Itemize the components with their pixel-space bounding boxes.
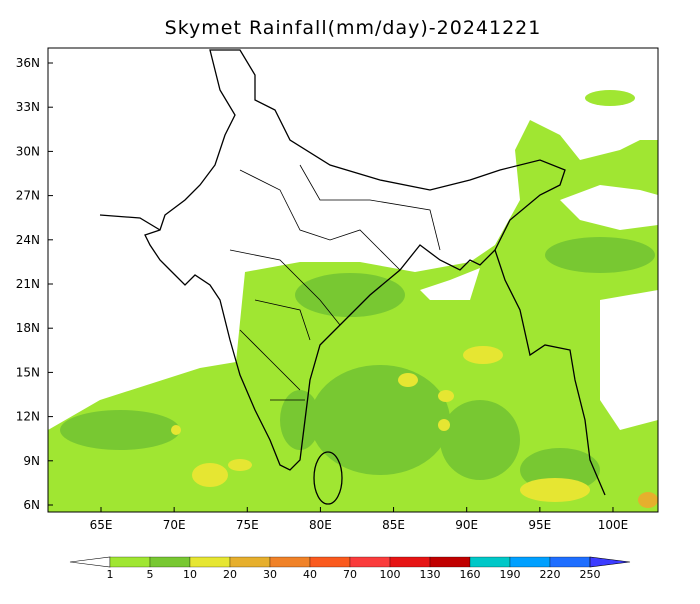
colorbar-box — [109, 556, 151, 568]
colorbar-box — [349, 556, 391, 568]
map-frame — [47, 47, 659, 513]
colorbar-box — [429, 556, 471, 568]
colorbar-label: 1 — [107, 568, 114, 581]
lon-tick-label: 90E — [455, 518, 478, 532]
lat-tick-label: 9N — [23, 454, 40, 468]
colorbar-under — [69, 556, 111, 568]
colorbar-label: 10 — [183, 568, 197, 581]
colorbar-box — [469, 556, 511, 568]
lat-tick-label: 30N — [16, 144, 40, 158]
lat-tick-label: 12N — [16, 410, 40, 424]
colorbar-label: 250 — [580, 568, 601, 581]
lon-tick-label: 70E — [163, 518, 186, 532]
lon-tick-label: 95E — [528, 518, 551, 532]
lon-tick-label: 85E — [382, 518, 405, 532]
map-title: Skymet Rainfall(mm/day)-20241221 — [165, 17, 542, 39]
lon-tick-label: 100E — [598, 518, 629, 532]
colorbar-label: 5 — [147, 568, 154, 581]
colorbar-box — [189, 556, 231, 568]
colorbar-label: 30 — [263, 568, 277, 581]
lat-tick-label: 36N — [16, 56, 40, 70]
colorbar-box — [549, 556, 591, 568]
colorbar-label: 40 — [303, 568, 317, 581]
lat-tick-label: 33N — [16, 100, 40, 114]
lat-tick-label: 27N — [16, 189, 40, 203]
lat-tick-label: 18N — [16, 321, 40, 335]
colorbar-label: 70 — [343, 568, 357, 581]
colorbar-box — [149, 556, 191, 568]
colorbar-label: 100 — [380, 568, 401, 581]
lon-tick-label: 80E — [309, 518, 332, 532]
lat-tick-label: 6N — [23, 498, 40, 512]
colorbar-box — [269, 556, 311, 568]
lat-tick-label: 21N — [16, 277, 40, 291]
lon-tick-label: 75E — [236, 518, 259, 532]
colorbar-label: 220 — [540, 568, 561, 581]
colorbar-box — [509, 556, 551, 568]
lat-tick-label: 24N — [16, 233, 40, 247]
colorbar-box — [309, 556, 351, 568]
colorbar-over — [589, 556, 631, 568]
colorbar-box — [229, 556, 271, 568]
colorbar-label: 20 — [223, 568, 237, 581]
rain-field — [48, 48, 658, 512]
colorbar-label: 160 — [460, 568, 481, 581]
colorbar-label: 190 — [500, 568, 521, 581]
lon-tick-label: 65E — [90, 518, 113, 532]
lat-tick-label: 15N — [16, 365, 40, 379]
colorbar-box — [389, 556, 431, 568]
colorbar-label: 130 — [420, 568, 441, 581]
